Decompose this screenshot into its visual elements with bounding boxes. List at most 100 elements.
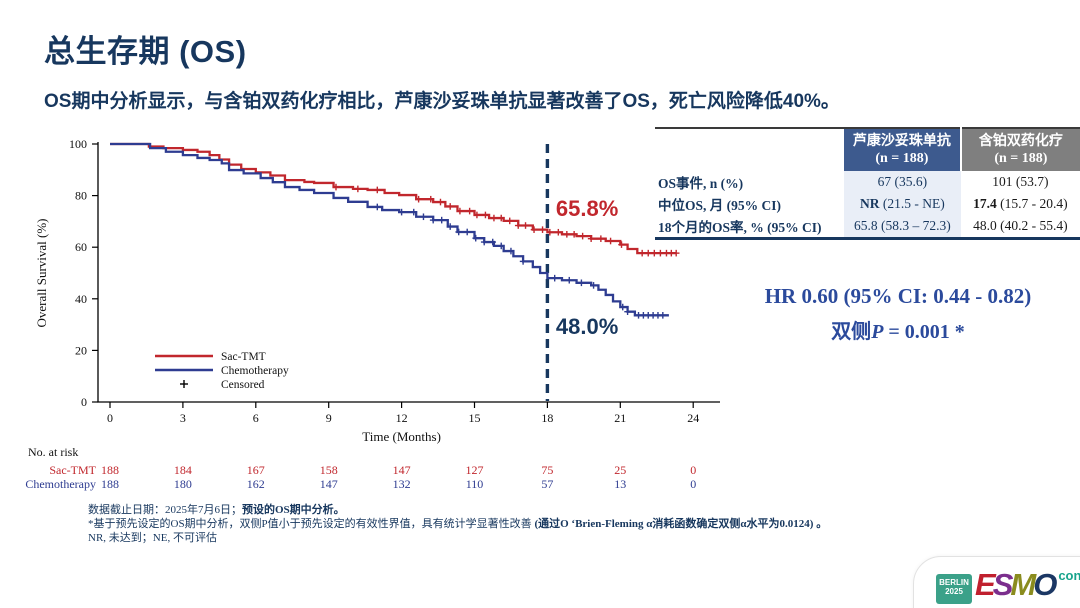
svg-text:40: 40: [75, 292, 87, 306]
svg-text:80: 80: [75, 189, 87, 203]
cell-value-bold: 17.4: [973, 196, 997, 211]
km-survival-plot: 0 20 40 60 80 100 0 3 6 9 12 15 18 21 24 Time (Months) O…: [25, 137, 720, 491]
table-row: 18个月的OS率, % (95% CI) 65.8 (58.3 – 72.3) …: [655, 215, 1080, 239]
svg-text:No. at risk: No. at risk: [28, 445, 78, 459]
footnotes: 数据截止日期：2025年7月6日；预设的OS期中分析。 *基于预先设定的OS期中…: [88, 503, 827, 545]
col-header-n: (n = 188): [994, 151, 1048, 166]
svg-text:Chemotherapy: Chemotherapy: [221, 365, 289, 377]
row-label: 18个月的OS率, % (95% CI): [658, 220, 822, 235]
svg-text:Censored: Censored: [221, 379, 265, 391]
cell-value: 48.0 (40.2 - 55.4): [961, 215, 1080, 239]
col-header-sac-tmt: 芦康沙妥珠单抗 (n = 188): [844, 128, 961, 171]
esmo-letter: O: [1033, 567, 1057, 602]
svg-text:0: 0: [107, 411, 113, 425]
esmo-letter: M: [1010, 567, 1036, 602]
svg-text:18: 18: [541, 411, 553, 425]
svg-text:100: 100: [69, 137, 87, 151]
cell-value-text: (21.5 - NE): [879, 196, 945, 211]
svg-text:0: 0: [81, 395, 87, 409]
svg-text:25: 25: [614, 463, 626, 477]
cell-value: 101 (53.7): [961, 171, 1080, 193]
cell-value-text: 67 (35.6): [877, 174, 928, 189]
esmo-letter: E: [975, 567, 996, 602]
cell-value-bold: NR: [860, 196, 880, 211]
cell-value-text: 65.8 (58.3 – 72.3): [854, 218, 951, 233]
svg-text:167: 167: [247, 463, 265, 477]
footnote-line1: 数据截止日期：2025年7月6日；预设的OS期中分析。: [88, 503, 827, 517]
svg-text:12: 12: [396, 411, 408, 425]
page-title: 总生存期 (OS): [44, 34, 247, 69]
svg-text:60: 60: [75, 240, 87, 254]
svg-text:180: 180: [174, 477, 192, 491]
cell-value: 17.4 (15.7 - 20.4): [961, 193, 1080, 215]
col-header-n: (n = 188): [875, 151, 929, 166]
esmo-logo: BERLIN 2025 ESMO congress: [936, 567, 1080, 604]
svg-text:0: 0: [690, 463, 696, 477]
footnote-bold-text: (通过O ‘Brien-Fleming α消耗函数确定双侧α水平为0.0124)…: [534, 518, 828, 530]
row-label: OS事件, n (%): [658, 176, 744, 191]
svg-text:188: 188: [101, 477, 119, 491]
col-header-name: 芦康沙妥珠单抗: [852, 134, 951, 149]
hazard-ratio-text: HR 0.60 (95% CI: 0.44 - 0.82): [764, 284, 1032, 308]
svg-text:13: 13: [614, 477, 626, 491]
p-value-symbol: P: [871, 321, 884, 343]
svg-text:Time (Months): Time (Months): [362, 429, 441, 444]
svg-text:21: 21: [614, 411, 626, 425]
cell-value: 67 (35.6): [844, 171, 961, 193]
svg-text:24: 24: [687, 411, 699, 425]
svg-text:158: 158: [320, 463, 338, 477]
svg-text:0: 0: [690, 477, 696, 491]
svg-text:3: 3: [180, 411, 186, 425]
svg-text:48.0%: 48.0%: [556, 314, 618, 339]
p-value-prefix: 双侧: [831, 321, 872, 343]
footnote-line3: NR, 未达到；NE, 不可评估: [88, 532, 217, 544]
footnote-bold-text: 预设的OS期中分析。: [242, 504, 345, 516]
svg-text:20: 20: [75, 343, 87, 357]
svg-text:Overall Survival (%): Overall Survival (%): [34, 218, 49, 327]
svg-text:6: 6: [253, 411, 259, 425]
col-header-chemo: 含铂双药化疗 (n = 188): [959, 128, 1080, 171]
svg-text:162: 162: [247, 477, 265, 491]
svg-text:127: 127: [466, 463, 484, 477]
hazard-ratio-block: HR 0.60 (95% CI: 0.44 - 0.82) 双侧P = 0.00…: [712, 284, 1080, 344]
esmo-letter: S: [992, 567, 1014, 602]
cell-value: NR (21.5 - NE): [844, 193, 961, 215]
esmo-year: 2025: [945, 587, 963, 596]
footnote-text: 数据截止日期：2025年7月6日；: [88, 504, 242, 516]
cell-value-text: 48.0 (40.2 - 55.4): [973, 218, 1068, 233]
svg-text:57: 57: [541, 477, 553, 491]
esmo-venue: BERLIN: [939, 578, 969, 587]
svg-text:9: 9: [326, 411, 332, 425]
esmo-congress-label: congress: [1058, 568, 1080, 583]
cell-value-text: 101 (53.7): [992, 174, 1049, 189]
cell-value-text: (15.7 - 20.4): [996, 196, 1068, 211]
subtitle: OS期中分析显示，与含铂双药化疗相比，芦康沙妥珠单抗显著改善了OS，死亡风险降低…: [44, 91, 840, 112]
svg-text:Sac-TMT: Sac-TMT: [49, 463, 96, 477]
table-row: OS事件, n (%) 67 (35.6) 101 (53.7): [655, 171, 1080, 193]
svg-text:188: 188: [101, 463, 119, 477]
svg-text:75: 75: [541, 463, 553, 477]
esmo-logo-card: BERLIN 2025 ESMO congress: [913, 556, 1080, 608]
footnote-text: *基于预先设定的OS期中分析，双侧P值小于预先设定的有效性界值，具有统计学显著性…: [88, 518, 535, 530]
svg-text:65.8%: 65.8%: [556, 196, 618, 221]
svg-text:Chemotherapy: Chemotherapy: [25, 477, 96, 491]
esmo-wordmark: ESMO: [975, 567, 1057, 602]
esmo-berlin-badge: BERLIN 2025: [936, 574, 972, 604]
svg-text:132: 132: [393, 477, 411, 491]
row-label: 中位OS, 月 (95% CI): [658, 198, 782, 213]
os-summary-table: 芦康沙妥珠单抗 (n = 188) 含铂双药化疗 (n = 188) OS事件,…: [655, 127, 1080, 240]
table-row: 中位OS, 月 (95% CI) NR (21.5 - NE) 17.4 (15…: [655, 193, 1080, 215]
p-value-number: = 0.001 *: [883, 321, 965, 343]
svg-text:15: 15: [469, 411, 481, 425]
footnote-line2: *基于预先设定的OS期中分析，双侧P值小于预先设定的有效性界值，具有统计学显著性…: [88, 517, 827, 531]
cell-value: 65.8 (58.3 – 72.3): [844, 215, 961, 239]
svg-text:147: 147: [393, 463, 411, 477]
table-header-row: 芦康沙妥珠单抗 (n = 188) 含铂双药化疗 (n = 188): [655, 128, 1080, 171]
svg-text:110: 110: [466, 477, 484, 491]
svg-text:184: 184: [174, 463, 192, 477]
col-header-name: 含铂双药化疗: [978, 134, 1063, 149]
svg-text:147: 147: [320, 477, 338, 491]
p-value-text: 双侧P = 0.001 *: [712, 315, 1080, 344]
svg-text:Sac-TMT: Sac-TMT: [221, 351, 266, 363]
